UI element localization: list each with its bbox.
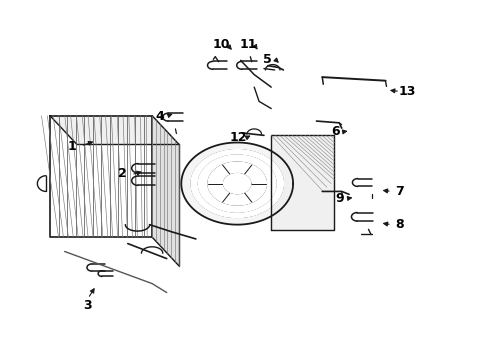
Text: 11: 11 (239, 39, 257, 51)
Polygon shape (181, 143, 292, 225)
Polygon shape (50, 116, 152, 237)
Text: 10: 10 (212, 39, 229, 51)
Polygon shape (191, 150, 283, 217)
Text: 5: 5 (263, 53, 272, 66)
Text: 12: 12 (229, 131, 247, 144)
Polygon shape (271, 135, 334, 230)
Polygon shape (152, 116, 179, 266)
Text: 3: 3 (83, 299, 92, 312)
Text: 9: 9 (334, 192, 343, 205)
Polygon shape (223, 174, 250, 194)
Text: 1: 1 (67, 140, 76, 153)
Polygon shape (198, 155, 276, 212)
Text: 4: 4 (155, 110, 163, 123)
Polygon shape (207, 162, 266, 205)
Text: 8: 8 (394, 218, 403, 231)
Text: 13: 13 (398, 85, 415, 98)
Polygon shape (50, 116, 179, 144)
Text: 6: 6 (331, 125, 340, 138)
Text: 2: 2 (117, 167, 126, 180)
Text: 7: 7 (394, 185, 403, 198)
